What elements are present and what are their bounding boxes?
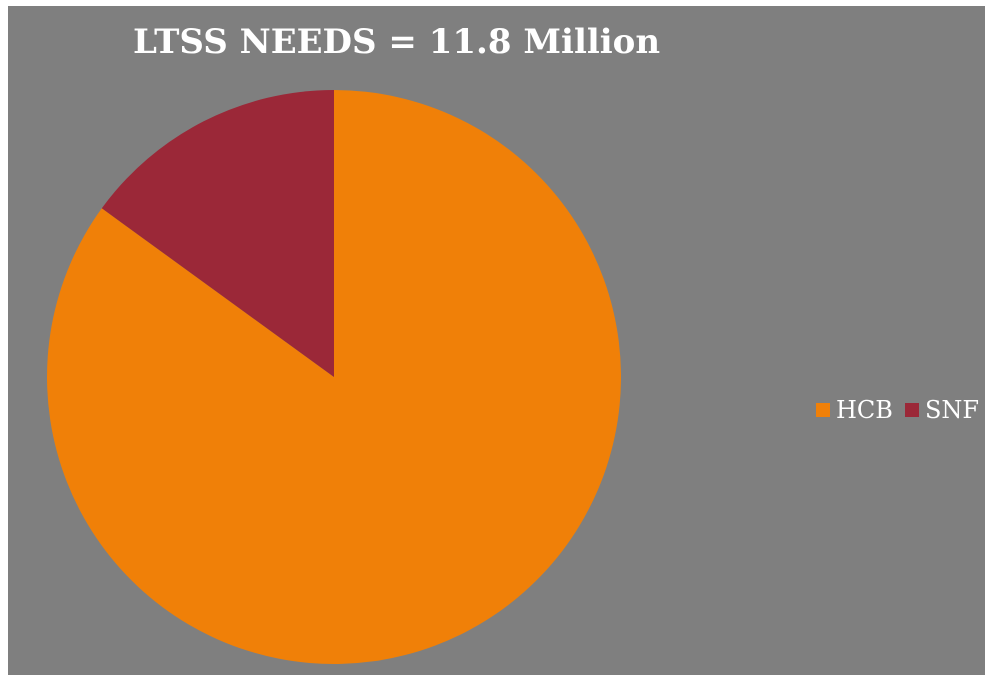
legend-item-hcb: HCB <box>816 396 893 424</box>
legend: HCB SNF <box>816 396 979 424</box>
chart-panel: LTSS NEEDS = 11.8 Million HCB SNF <box>8 6 985 675</box>
pie-slices <box>46 89 621 664</box>
chart-title: LTSS NEEDS = 11.8 Million <box>133 22 661 62</box>
legend-label-snf: SNF <box>924 396 980 424</box>
pie-slice-snf <box>101 89 334 377</box>
pie-chart <box>46 89 621 664</box>
legend-swatch-snf <box>904 403 919 417</box>
legend-label-hcb: HCB <box>836 396 893 424</box>
legend-swatch-hcb <box>816 403 830 417</box>
legend-item-snf: SNF <box>904 396 980 424</box>
